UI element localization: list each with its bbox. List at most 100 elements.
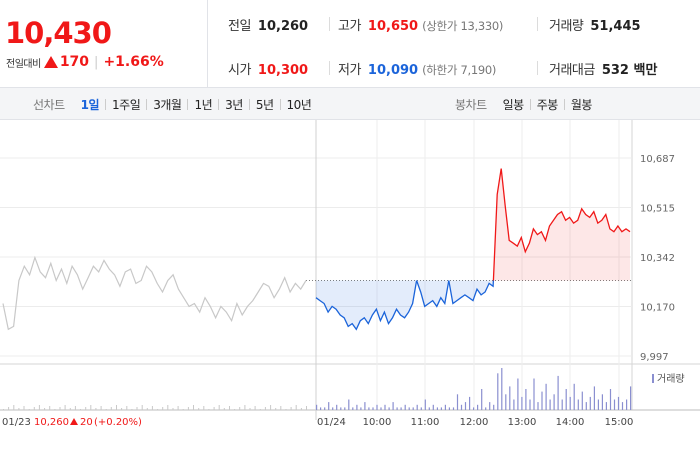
prev-volume-bar <box>193 405 194 410</box>
tab-weekly-candle[interactable]: 주봉 <box>536 97 559 112</box>
prev-volume-bar <box>213 407 215 410</box>
volume-bar <box>549 399 551 410</box>
down-area-fill <box>316 280 417 330</box>
volume-bar <box>448 407 450 410</box>
volume-bar <box>621 402 624 410</box>
prev-volume-bar <box>116 405 117 410</box>
prev-day-change-pct: (+0.20%) <box>94 417 142 428</box>
prev-volume-bar <box>54 409 56 410</box>
volume-bar <box>436 407 438 410</box>
tab-10-years[interactable]: 10년 <box>286 97 312 112</box>
prev-volume-bar <box>85 407 87 410</box>
prev-volume-bar <box>18 408 20 410</box>
tab-separator <box>218 98 220 110</box>
volume-bar <box>585 402 587 410</box>
volume-bar <box>501 368 503 410</box>
tab-separator <box>187 98 189 110</box>
prev-volume-bar <box>218 405 220 410</box>
stat-open: 시가 10,300 <box>228 63 309 78</box>
volume-bar <box>452 407 455 410</box>
prev-volume-bar <box>167 405 169 410</box>
divider <box>537 17 538 31</box>
tab-3-years[interactable]: 3년 <box>225 97 243 112</box>
stat-low: 저가 10,090 (하한가 7,190) <box>338 63 497 78</box>
prev-volume-bar <box>8 407 10 410</box>
change-separator: | <box>94 54 99 70</box>
prev-volume-bar <box>264 407 266 410</box>
change-amount: 170 <box>59 54 90 70</box>
volume-bar <box>424 399 426 410</box>
volume-legend-swatch <box>652 374 654 383</box>
prev-volume-bar <box>223 408 225 410</box>
prev-volume-bar <box>38 405 40 410</box>
prev-volume-bar <box>74 406 76 410</box>
volume-bar <box>380 407 382 410</box>
prev-volume-bar <box>306 406 307 410</box>
tab-3-months[interactable]: 3개월 <box>153 97 182 112</box>
prev-volume-bar <box>157 409 159 410</box>
stat-prev-close: 전일 10,260 <box>228 19 309 34</box>
volume-bar <box>537 402 539 410</box>
volume-bar <box>605 402 607 410</box>
chart-grid <box>0 120 700 420</box>
high-value: 10,650 <box>367 19 419 34</box>
chart-tab-bar: 선차트 1일 1주일 3개월 1년 3년 5년 10년 봉차트 일봉 주봉 월봉 <box>0 88 700 120</box>
y-tick-label: 10,515 <box>640 204 675 215</box>
prev-volume-bar <box>280 406 282 410</box>
prev-volume-bar <box>105 409 107 410</box>
tab-daily-candle[interactable]: 일봉 <box>502 97 525 112</box>
tab-1-day[interactable]: 1일 <box>80 97 100 112</box>
up-area-fill <box>493 168 630 281</box>
tab-separator <box>146 98 148 110</box>
prev-volume-bar <box>270 405 272 410</box>
volume-bar <box>420 407 422 410</box>
prev-volume-bar <box>49 406 51 410</box>
volume-bar <box>521 396 523 410</box>
volume-bar <box>569 396 571 410</box>
intraday-chart: 10,687 10,515 10,342 10,170 9,997 거래량 01/24 10:… <box>0 120 700 428</box>
prev-volume-bar <box>95 408 97 410</box>
today-series <box>315 168 631 331</box>
volume-bar <box>404 404 406 411</box>
prev-volume-bar <box>162 407 164 410</box>
tab-monthly-candle[interactable]: 월봉 <box>570 97 593 112</box>
volume-bar <box>529 399 531 410</box>
prev-volume-bar <box>295 405 297 410</box>
tab-5-years[interactable]: 5년 <box>255 97 274 112</box>
down-price-line <box>315 280 418 331</box>
prev-day-date: 01/23 <box>2 417 31 428</box>
volume-bar <box>348 399 350 410</box>
prev-volume-bar <box>13 405 15 410</box>
tab-1-week[interactable]: 1주일 <box>112 97 141 112</box>
y-tick-label: 9,997 <box>640 352 669 363</box>
volume-bar <box>493 404 495 411</box>
tab-1-year[interactable]: 1년 <box>194 97 213 112</box>
volume-value: 51,445 <box>590 19 641 34</box>
volume-bar <box>489 402 491 410</box>
prev-volume-bar <box>33 407 35 410</box>
volume-bar <box>581 391 583 410</box>
tab-separator <box>529 98 531 110</box>
volume-bar <box>400 407 402 410</box>
x-tick-label: 12:00 <box>460 417 489 428</box>
prev-volume-bar <box>249 408 251 410</box>
prev-volume-bar <box>172 408 174 410</box>
volume-bar <box>336 404 338 411</box>
prev-volume-bar <box>136 407 138 410</box>
volume-bar <box>316 404 318 411</box>
volume-bar <box>573 383 575 411</box>
volume-bar <box>460 404 463 411</box>
prev-volume-bar <box>285 409 287 410</box>
prev-volume-bar <box>300 408 302 410</box>
volume-bar <box>577 399 579 410</box>
change-row: 전일대비 170 | +1.66% <box>6 54 164 70</box>
y-tick-label: 10,687 <box>640 154 675 165</box>
prev-volume-bar <box>59 407 61 410</box>
volume-bar <box>505 394 507 411</box>
volume-bar <box>440 407 442 410</box>
change-percent: +1.66% <box>103 54 164 70</box>
prev-volume-bar <box>259 409 261 410</box>
prev-volume-bar <box>3 409 4 410</box>
volume-bar <box>432 404 434 411</box>
volume-bar <box>561 399 563 410</box>
